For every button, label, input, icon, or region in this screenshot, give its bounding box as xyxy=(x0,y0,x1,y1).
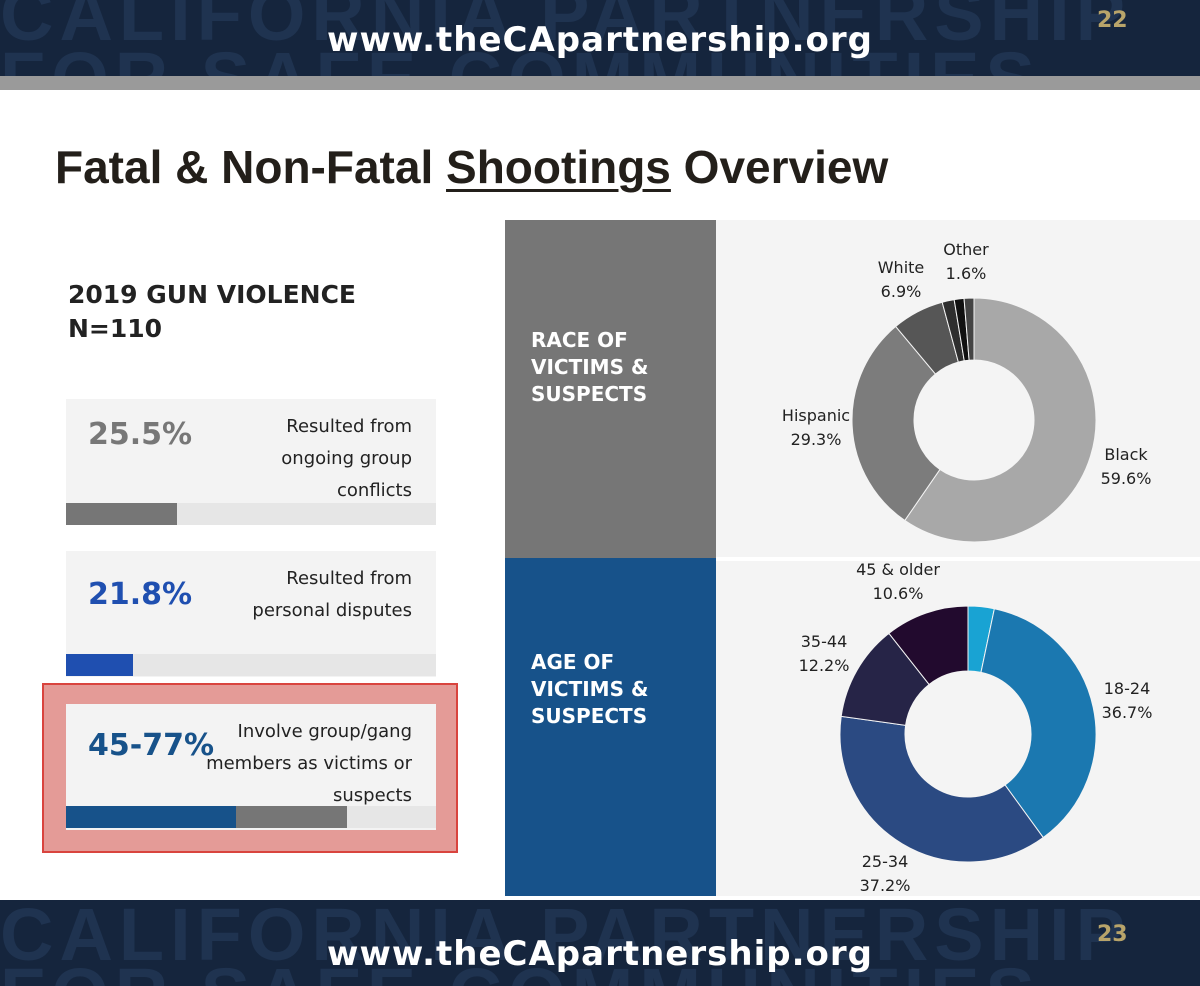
stat-card-personal-disputes: 21.8% Resulted from personal disputes xyxy=(66,551,436,677)
watermark-line-1: CALIFORNIA PARTNERSHIP xyxy=(0,0,1131,56)
slice-value-label: 29.3% xyxy=(791,430,842,449)
stat-card-gang-involvement: 45-77% Involve group/gang members as vic… xyxy=(66,704,436,830)
bottom-banner: CALIFORNIA PARTNERSHIP FOR SAFE COMMUNIT… xyxy=(0,900,1200,986)
slice-category-label: Hispanic xyxy=(782,406,850,425)
stat-description: Resulted from personal disputes xyxy=(252,568,412,621)
stat-card-group-conflicts: 25.5% Resulted from ongoing group confli… xyxy=(66,399,436,525)
race-donut-chart: Black 59.6% Hispanic 29.3% White 6.9% Other 1.6… xyxy=(782,240,1152,543)
stat-bar-fill xyxy=(66,806,237,828)
watermark-line-2: FOR SAFE COMMUNITIES xyxy=(0,958,1041,986)
page-number: 22 xyxy=(1097,8,1128,33)
race-chart-panel: Black 59.6% Hispanic 29.3% White 6.9% Other 1.6… xyxy=(716,220,1200,557)
stat-bar-fill xyxy=(236,806,348,828)
age-donut-chart: 18-24 36.7% 25-34 37.2% 35-44 12.2% 45 & older… xyxy=(799,561,1153,895)
slice-category-label: Other xyxy=(943,240,989,259)
stat-percentage: 45-77% xyxy=(88,728,215,763)
slice-value-label: 10.6% xyxy=(873,584,924,603)
slice-unlabeled xyxy=(963,297,975,361)
slice-hispanic xyxy=(851,325,941,522)
stat-bar-fill xyxy=(66,654,133,676)
slice-category-label: White xyxy=(878,258,925,277)
top-banner: CALIFORNIA PARTNERSHIP FOR SAFE COMMUNIT… xyxy=(0,0,1200,76)
stat-bar xyxy=(66,806,436,828)
stat-bar xyxy=(66,654,436,676)
age-chart-panel: 18-24 36.7% 25-34 37.2% 35-44 12.2% 45 & older… xyxy=(716,561,1200,896)
slice-45-older xyxy=(888,605,969,686)
slice-25-34 xyxy=(839,715,1044,863)
age-panel-label: AGE OF VICTIMS & SUSPECTS xyxy=(505,558,716,896)
stat-description: Involve group/gang members as victims or… xyxy=(206,721,412,806)
page-number: 23 xyxy=(1097,922,1128,947)
website-url[interactable]: www.theCApartnership.org xyxy=(327,20,873,60)
slice-category-label: Black xyxy=(1104,445,1148,464)
page-title: Fatal & Non-Fatal Shootings Overview xyxy=(55,141,889,193)
slice-category-label: 25-34 xyxy=(862,852,909,871)
slice-18-24 xyxy=(980,608,1097,839)
stat-description: Resulted from ongoing group conflicts xyxy=(281,416,412,501)
stat-bar xyxy=(66,503,436,525)
slice-category-label: 18-24 xyxy=(1104,679,1151,698)
stat-bar-fill xyxy=(66,503,177,525)
slice-black xyxy=(904,297,1097,543)
slice-value-label: 37.2% xyxy=(860,876,911,895)
slice-value-label: 1.6% xyxy=(946,264,987,283)
slice-value-label: 59.6% xyxy=(1101,469,1152,488)
watermark-line-2: FOR SAFE COMMUNITIES xyxy=(0,42,1041,77)
stats-heading: 2019 GUN VIOLENCE N=110 xyxy=(68,280,356,343)
slice-category-label: 45 & older xyxy=(856,561,940,579)
watermark-line-1: CALIFORNIA PARTNERSHIP xyxy=(0,900,1131,976)
website-url[interactable]: www.theCApartnership.org xyxy=(327,934,873,974)
slice-value-label: 12.2% xyxy=(799,656,850,675)
stat-percentage: 25.5% xyxy=(88,417,193,452)
slice-category-label: 35-44 xyxy=(801,632,848,651)
slice-value-label: 36.7% xyxy=(1102,703,1153,722)
stat-percentage: 21.8% xyxy=(88,577,193,612)
divider xyxy=(0,76,1200,90)
slice-value-label: 6.9% xyxy=(881,282,922,301)
race-panel-label: RACE OF VICTIMS & SUSPECTS xyxy=(505,220,716,558)
